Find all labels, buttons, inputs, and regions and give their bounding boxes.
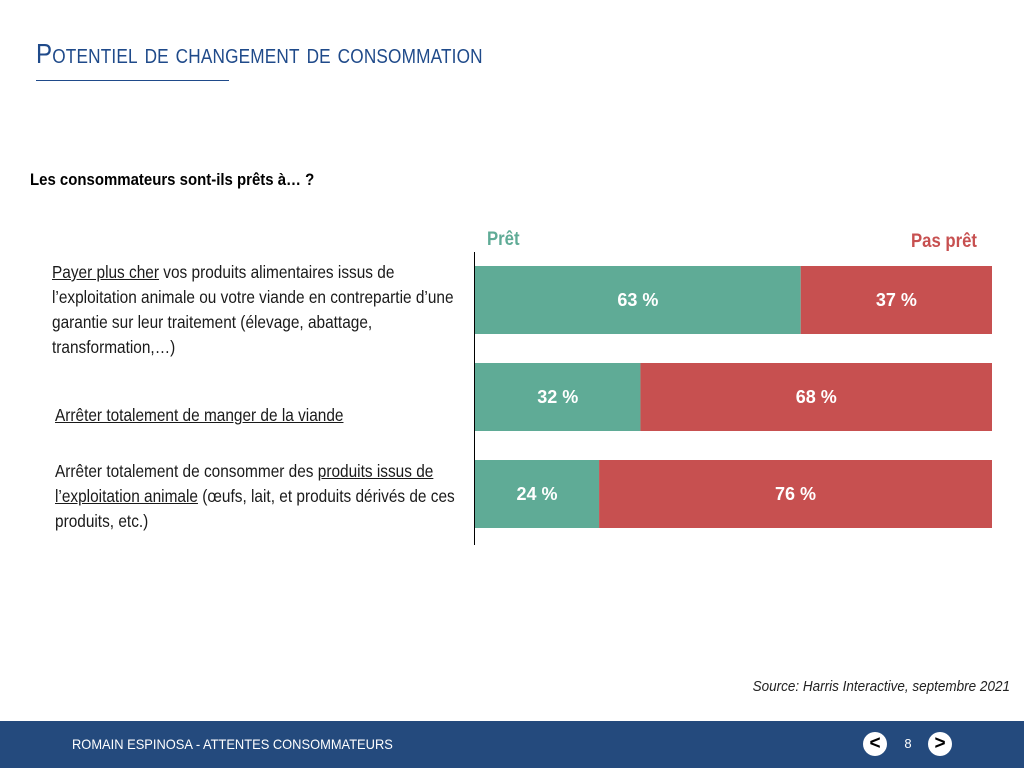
category-3-underlined: produits issus de l’exploitation animale: [55, 461, 434, 506]
bar-pret-3: [475, 460, 600, 528]
bar-pas-pret-3: [599, 460, 992, 528]
source-note: Source: Harris Interactive, septembre 20…: [752, 678, 1010, 695]
data-label-pret-3: 24 %: [517, 484, 558, 504]
bar-pret-2: [475, 363, 641, 431]
data-label-pret-2: 32 %: [537, 387, 578, 407]
footer-author: ROMAIN ESPINOSA - ATTENTES CONSOMMATEURS: [72, 736, 393, 752]
bar-pret-1: [475, 266, 801, 334]
data-label-pas-pret-1: 37 %: [876, 290, 917, 310]
category-1-underlined: Payer plus cher: [52, 262, 160, 282]
category-3-rest: (œufs, lait, et produits dérivés de ces …: [55, 486, 455, 531]
category-3-lead: Arrêter totalement de consommer des: [55, 461, 318, 481]
data-label-pas-pret-2: 68 %: [796, 387, 837, 407]
legend-pret: Prêt: [487, 229, 520, 250]
chart-question: Les consommateurs sont-ils prêts à… ?: [30, 170, 315, 189]
data-label-pas-pret-3: 76 %: [775, 484, 816, 504]
previous-slide-button[interactable]: <: [863, 732, 887, 756]
next-slide-button[interactable]: >: [928, 732, 952, 756]
category-1-rest: vos produits alimentaires issus de l’exp…: [52, 262, 454, 357]
category-label-1: Payer plus cher vos produits alimentaire…: [52, 260, 466, 360]
category-label-2: Arrêter totalement de manger de la viand…: [55, 403, 469, 428]
footer-bar: ROMAIN ESPINOSA - ATTENTES CONSOMMATEURS…: [0, 721, 1024, 768]
category-label-3: Arrêter totalement de consommer des prod…: [55, 459, 469, 534]
bar-pas-pret-2: [640, 363, 992, 431]
category-2-underlined: Arrêter totalement de manger de la viand…: [55, 405, 344, 425]
page-title: Potentiel de changement de consommation: [36, 38, 483, 69]
bar-pas-pret-1: [800, 266, 992, 334]
page-number: 8: [904, 736, 912, 751]
legend-pas-pret: Pas prêt: [911, 231, 977, 252]
data-label-pret-1: 63 %: [617, 290, 658, 310]
title-underline: [36, 80, 229, 81]
